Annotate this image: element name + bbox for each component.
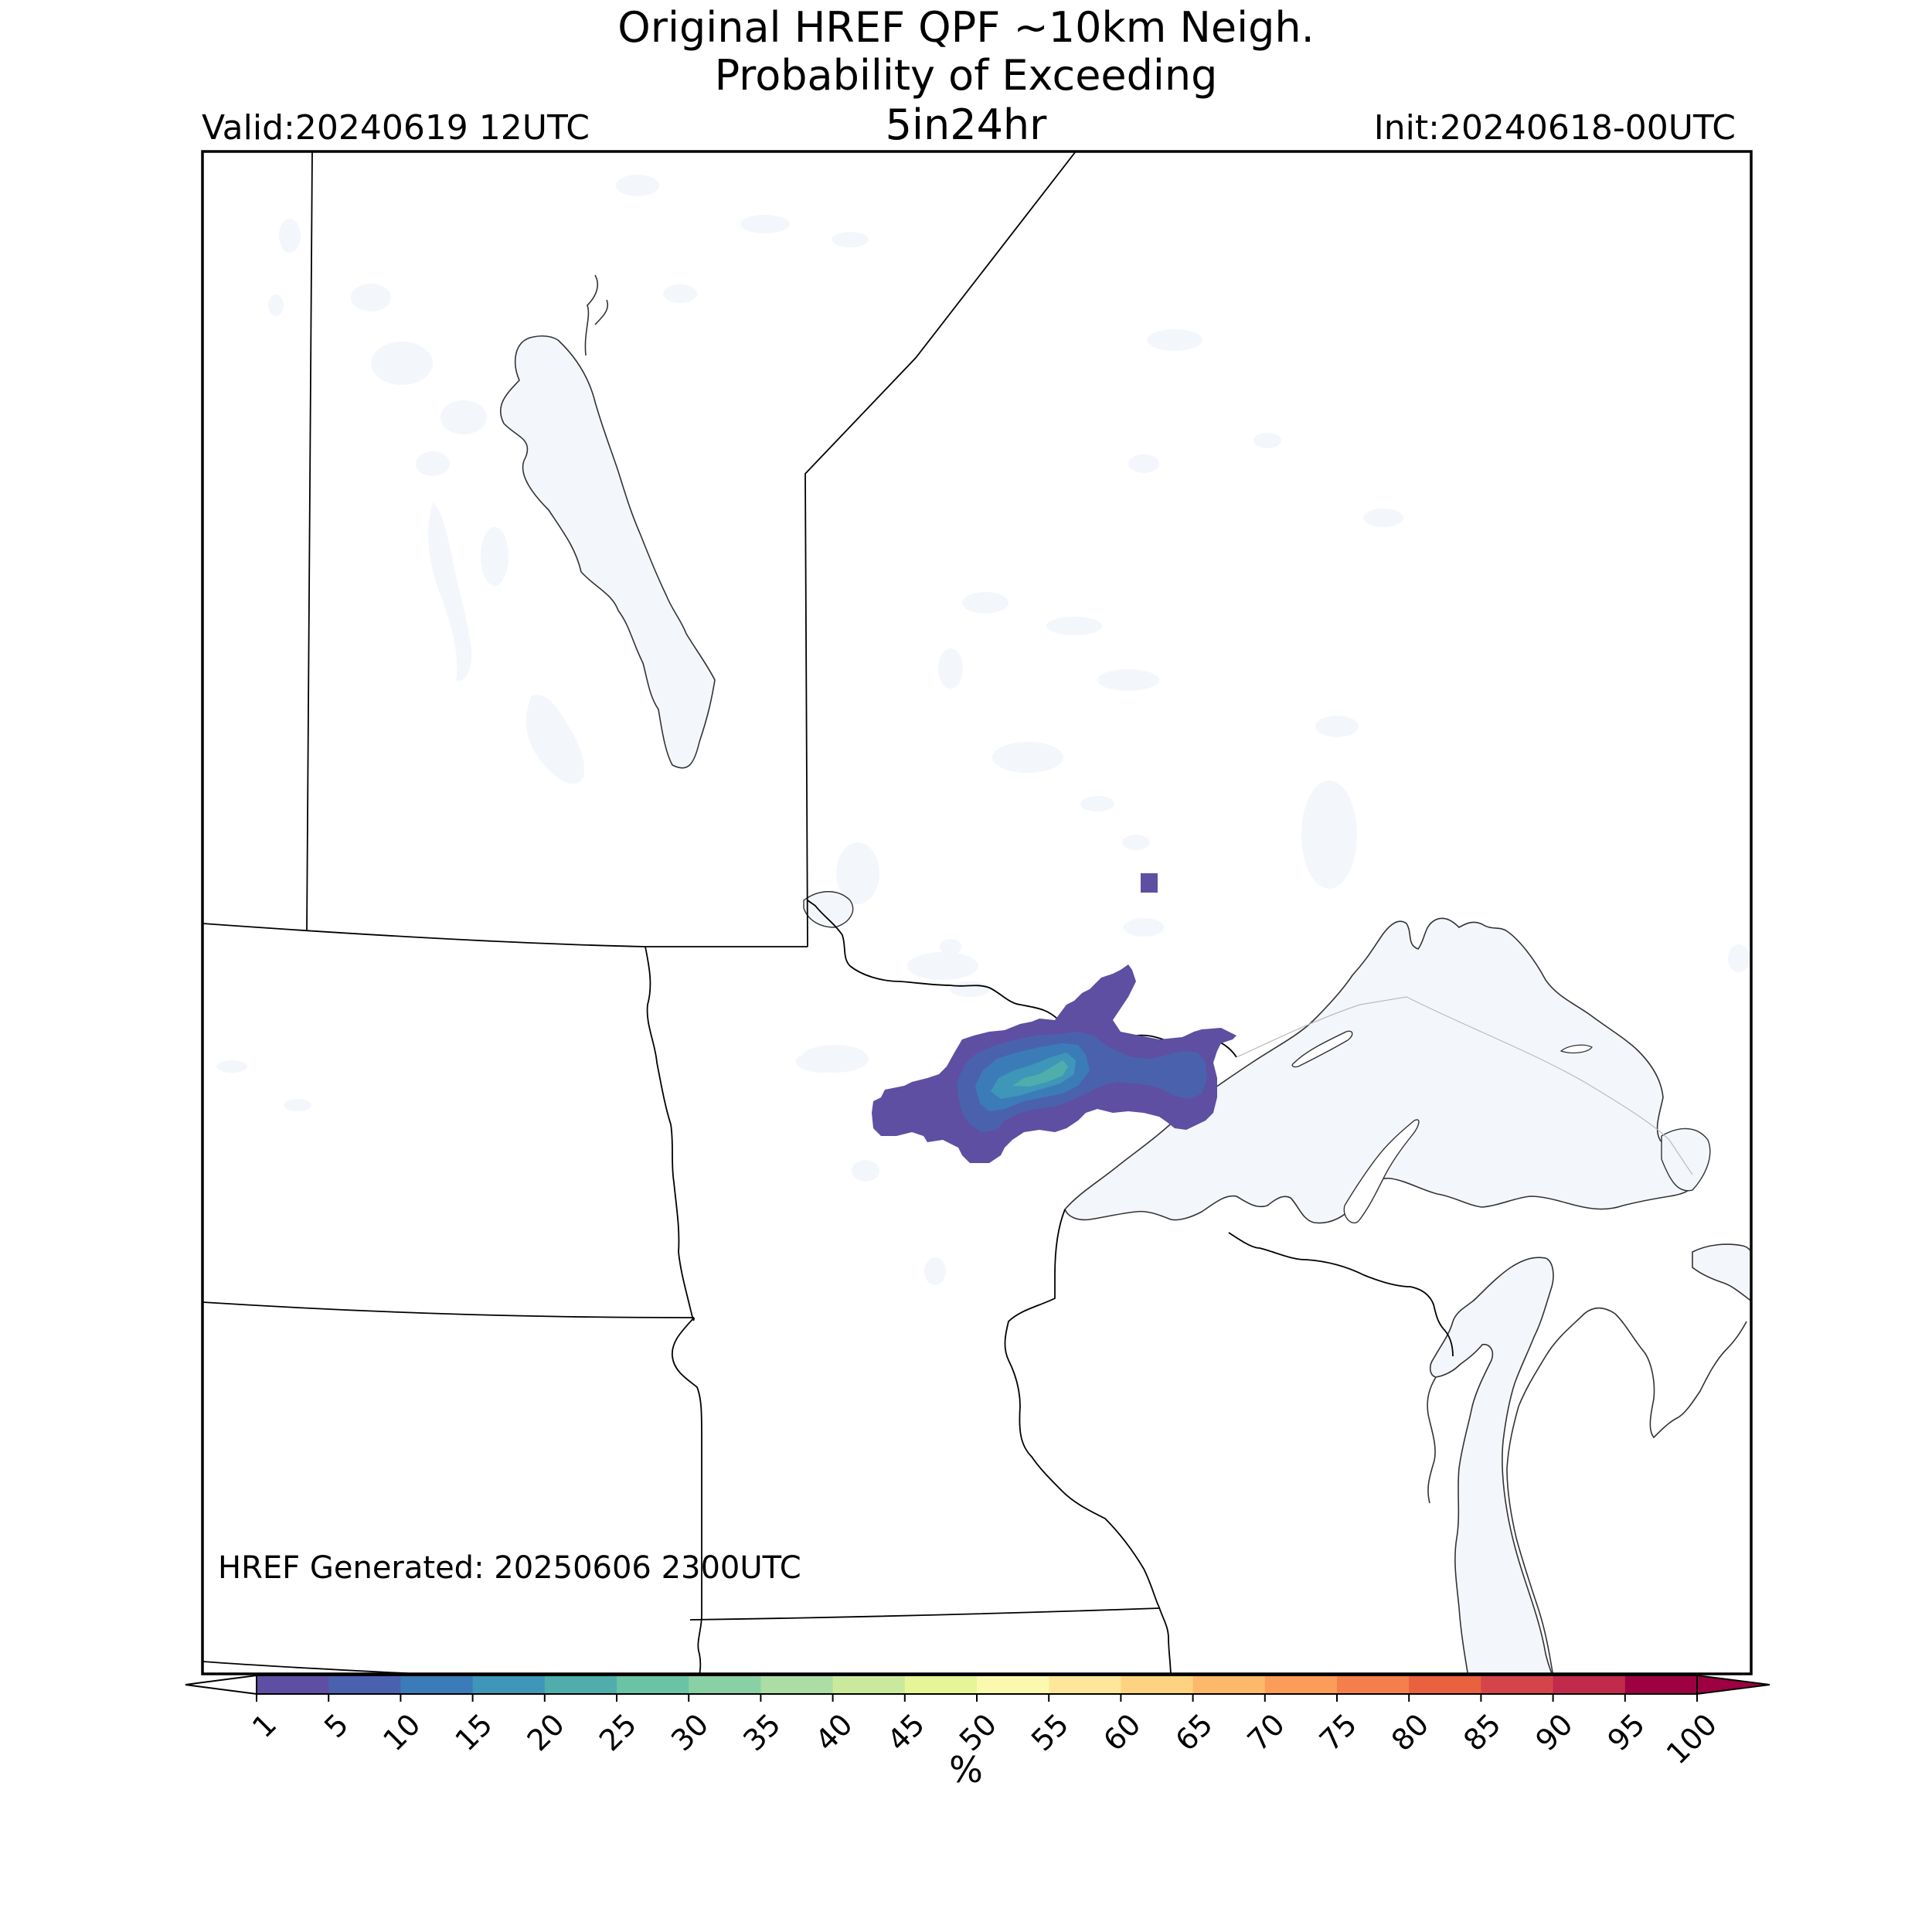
- border-mn-ia: [689, 1607, 1160, 1621]
- isle-royale: [1291, 1030, 1353, 1068]
- colorbar-unit-label: %: [949, 1749, 983, 1791]
- colorbar-swatch-95: [1624, 1675, 1698, 1694]
- border-sd-mn: [672, 1317, 702, 1674]
- border-superior-water: [1236, 996, 1693, 1175]
- lake-of-the-woods: [803, 891, 854, 928]
- michigan-coast: [1506, 1307, 1747, 1674]
- lake-winnipegosis: [427, 502, 472, 681]
- init-time-label: Init:20240618-00UTC: [1373, 108, 1736, 148]
- border-mn-wi: [1004, 1209, 1172, 1674]
- colorbar-over-extension: [1696, 1674, 1770, 1696]
- border-sk-mb: [306, 151, 313, 932]
- colorbar-swatch-30: [689, 1675, 761, 1694]
- valid-time-label: Valid:20240619 12UTC: [202, 108, 590, 148]
- colorbar-tick-label: 5: [318, 1707, 355, 1744]
- border-wi-up: [1228, 1232, 1454, 1357]
- colorbar-swatch-60: [1121, 1675, 1194, 1694]
- colorbar-swatch-15: [472, 1675, 546, 1694]
- border-mb-on: [804, 151, 1077, 947]
- upper-peninsula-south-shore: [1427, 1376, 1437, 1504]
- political-borders: [202, 151, 1693, 1674]
- georgian-bay-edge: [1661, 1128, 1711, 1192]
- colorbar-swatch-55: [1049, 1675, 1121, 1694]
- colorbar-swatch-70: [1264, 1675, 1338, 1694]
- lake-michigan: [1429, 1257, 1554, 1674]
- small-lakes: [216, 175, 1750, 1285]
- basemap: [202, 151, 1751, 1674]
- keweenaw-peninsula: [1343, 1119, 1420, 1224]
- colorbar-tick-label: 1: [246, 1707, 283, 1744]
- colorbar-swatch-40: [832, 1675, 906, 1694]
- colorbar-swatch-75: [1337, 1675, 1410, 1694]
- generated-timestamp: HREF Generated: 20250606 2300UTC: [218, 1550, 801, 1586]
- colorbar-swatch-90: [1553, 1675, 1626, 1694]
- colorbar-under-extension: [185, 1674, 257, 1696]
- colorbar-swatch-25: [617, 1675, 689, 1694]
- map-title-line2: Probability of Exceeding: [714, 51, 1218, 100]
- map-frame: [201, 150, 1753, 1675]
- map-title-line1: Original HREF QPF ~10km Neigh.: [617, 3, 1315, 52]
- lake-manitoba: [526, 694, 584, 784]
- lake-winnipeg-north-arm: [584, 274, 609, 356]
- border-sd-ne: [202, 1661, 434, 1674]
- colorbar-swatch-65: [1192, 1675, 1266, 1694]
- michipicoten-island: [1560, 1044, 1593, 1054]
- border-49th: [202, 923, 808, 947]
- colorbar-swatch-85: [1481, 1675, 1554, 1694]
- border-nd-mn: [645, 946, 695, 1321]
- prob-area-20pct: [1012, 1060, 1068, 1087]
- lake-superior: [1064, 917, 1694, 1224]
- probability-field: [872, 873, 1236, 1163]
- red-lake: [795, 1048, 851, 1073]
- colorbar-swatch-10: [400, 1675, 474, 1694]
- prob-isolated-cell: [1141, 873, 1158, 893]
- colorbar-swatch-5: [328, 1675, 401, 1694]
- colorbar-swatch-20: [544, 1675, 617, 1694]
- colorbar-swatch-35: [760, 1675, 834, 1694]
- colorbar-swatch-1: [257, 1675, 329, 1694]
- colorbar-swatch-45: [904, 1675, 978, 1694]
- lake-winnipeg: [499, 335, 716, 769]
- lake-huron: [1692, 1243, 1751, 1302]
- colorbar-swatch-50: [977, 1675, 1049, 1694]
- map-title-threshold: 5in24hr: [885, 100, 1047, 149]
- colorbar-swatch-80: [1409, 1675, 1481, 1694]
- border-nd-sd: [202, 1301, 695, 1318]
